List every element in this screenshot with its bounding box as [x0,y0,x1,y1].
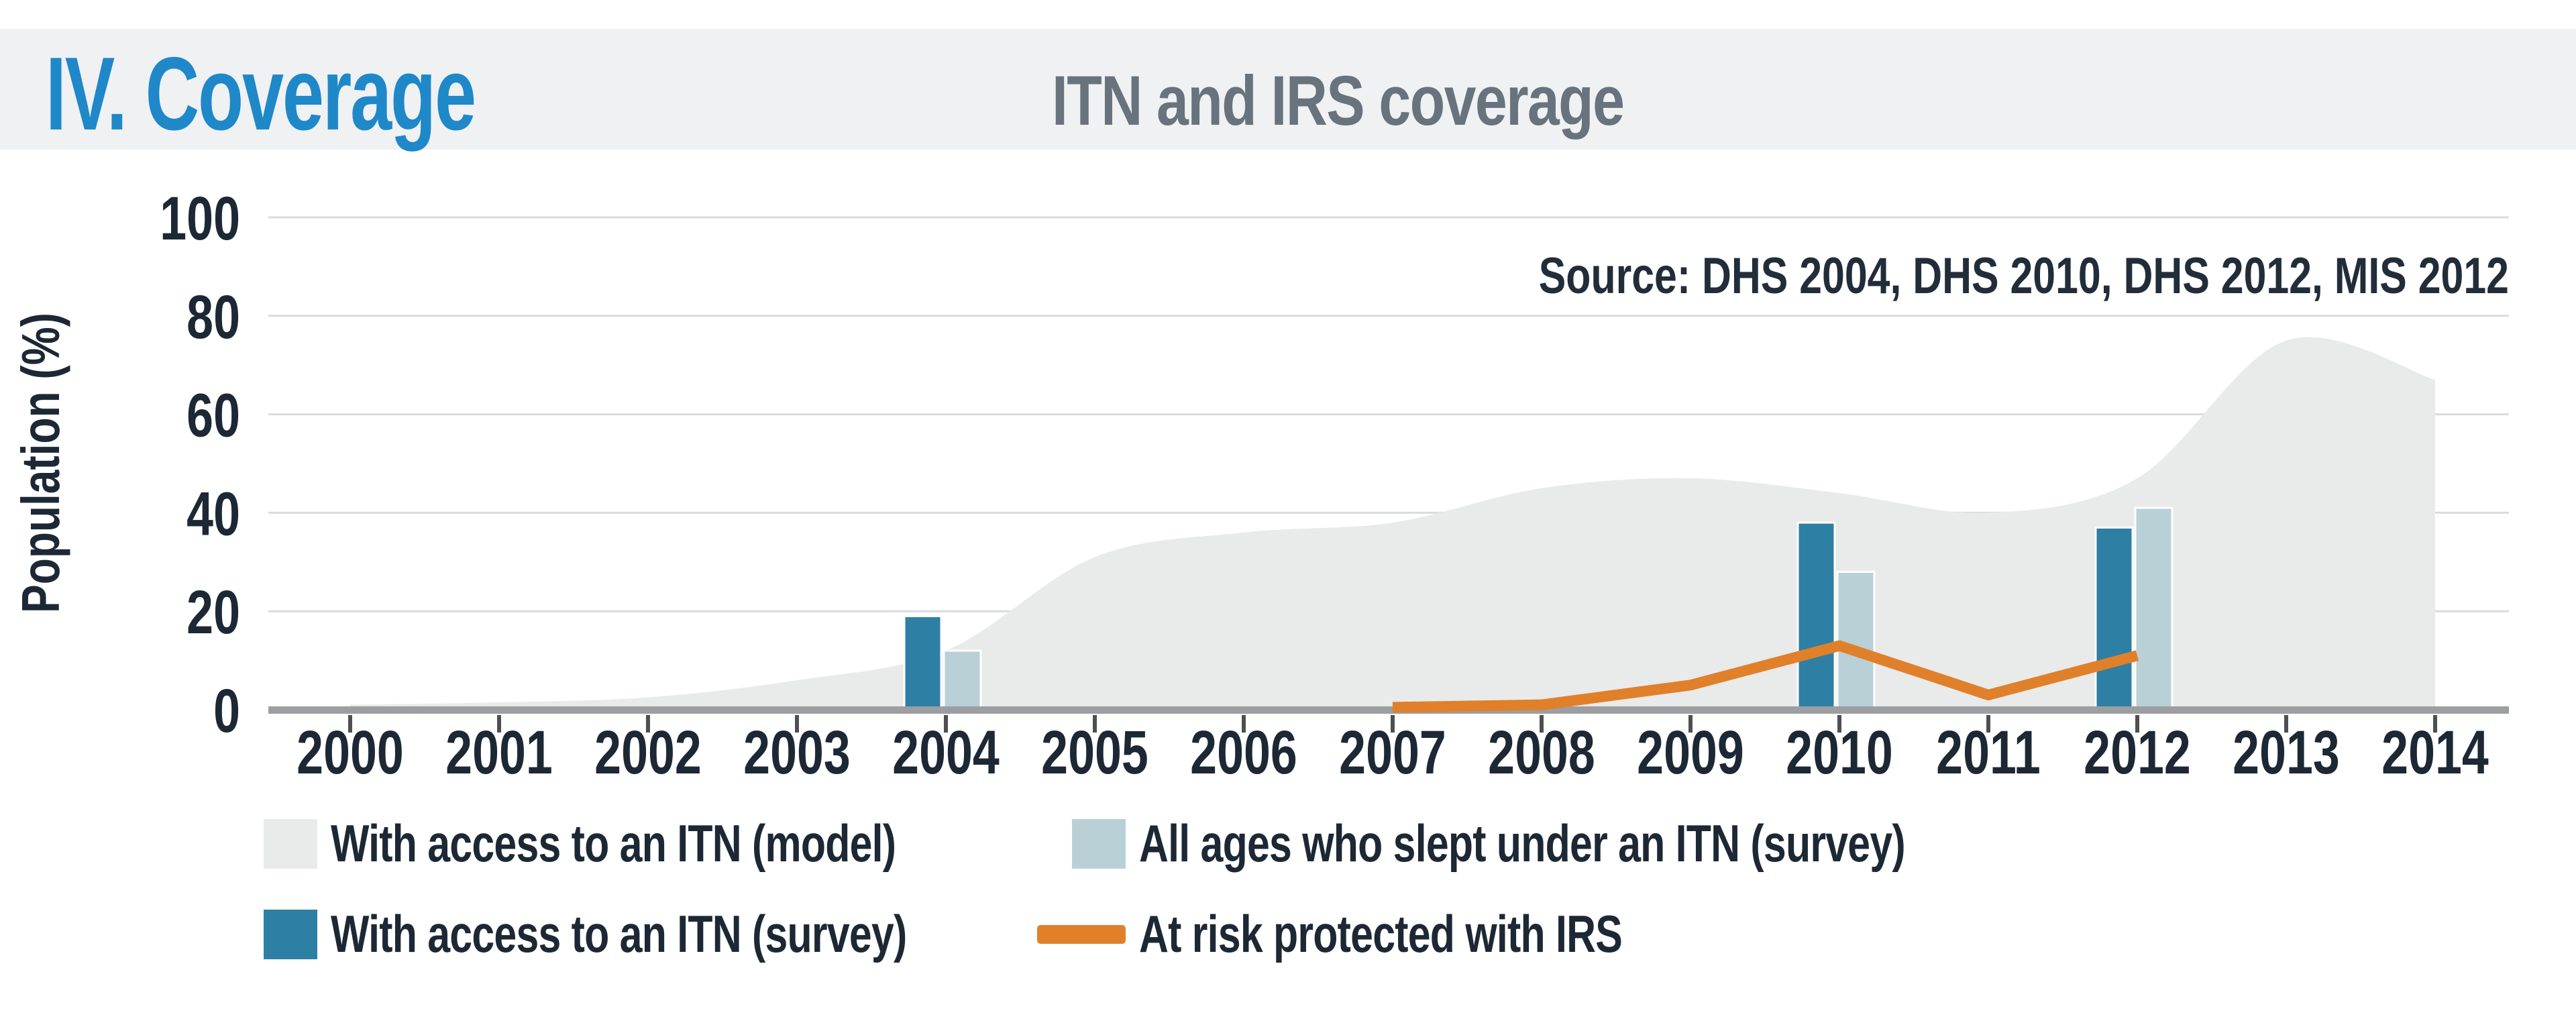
x-tick-label-2008: 2008 [1488,718,1595,787]
legend-item-itn-model: With access to an ITN (model) [264,813,1072,874]
x-tick-label-2002: 2002 [594,718,702,787]
legend-item-slept-under-itn: All ages who slept under an ITN (survey) [1072,813,2121,874]
bar-itn-access-survey-2010 [1796,521,1836,709]
bar-slept-under-itn-2004 [943,649,982,709]
x-tick-label-2007: 2007 [1339,718,1446,787]
x-tick-label-2004: 2004 [892,718,1000,787]
bar-itn-access-survey-2004 [903,615,943,709]
x-tick-label-2009: 2009 [1637,718,1744,787]
legend-label: At risk protected with IRS [1139,904,1623,963]
x-tick-label-2010: 2010 [1786,718,1893,787]
bar-slept-under-itn-2010 [1836,570,1876,709]
irs-line-series [1392,640,2139,713]
chart-title: ITN and IRS coverage [1052,62,1625,140]
header-band: IV. Coverage ITN and IRS coverage [0,29,2576,152]
x-tick-label-2013: 2013 [2233,718,2340,787]
y-tick-label-0: 0 [213,676,240,745]
legend-item-irs: At risk protected with IRS [1037,904,2121,965]
irs-line-swatch-icon [1037,924,1126,944]
x-tick-label-2014: 2014 [2381,718,2489,787]
area-swatch-icon [264,818,317,869]
y-tick-label-60: 60 [186,381,240,450]
y-tick-label-40: 40 [186,480,240,549]
y-axis-title: Population (%) [11,313,70,613]
area-series-itn-model [350,337,2435,708]
x-tick-label-2011: 2011 [1936,718,2041,787]
y-tick-label-20: 20 [186,578,240,647]
bar-itn-access-survey-2012 [2094,526,2134,709]
dark-bar-swatch-icon [264,909,317,959]
x-tick-label-2012: 2012 [2084,718,2191,787]
x-tick-label-2003: 2003 [743,718,851,787]
x-tick-label-2005: 2005 [1041,718,1148,787]
legend-label: With access to an ITN (survey) [331,904,907,963]
x-tick-label-2000: 2000 [297,718,404,787]
y-tick-label-80: 80 [186,282,240,352]
legend-label: With access to an ITN (model) [331,814,896,873]
x-tick-label-2001: 2001 [445,718,553,787]
bar-slept-under-itn-2012 [2134,506,2174,709]
y-tick-label-100: 100 [160,184,240,253]
x-tick-label-2006: 2006 [1190,718,1297,787]
source-note: Source: DHS 2004, DHS 2010, DHS 2012, MI… [1539,248,2509,305]
legend-item-itn-survey: With access to an ITN (survey) [264,904,1072,965]
section-title: IV. Coverage [46,36,476,152]
x-axis-line [268,706,2509,714]
light-bar-swatch-icon [1072,818,1126,869]
chart-legend: With access to an ITN (model) All ages w… [264,813,2121,965]
legend-label: All ages who slept under an ITN (survey) [1139,814,1906,873]
